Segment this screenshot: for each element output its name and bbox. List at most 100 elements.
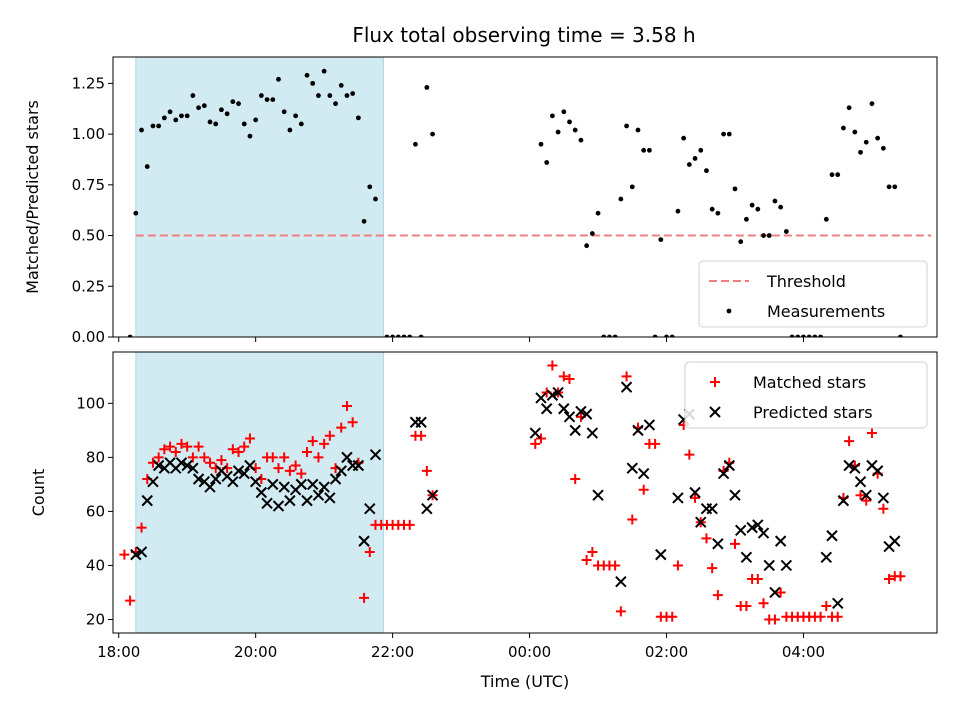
matched-point bbox=[347, 417, 358, 428]
predicted-point bbox=[643, 419, 656, 431]
legend-label: Measurements bbox=[767, 302, 885, 321]
measurement-point bbox=[795, 334, 801, 337]
y-tick-label: 80 bbox=[86, 448, 105, 466]
measurement-point bbox=[772, 198, 778, 204]
predicted-point bbox=[757, 527, 770, 539]
matched-point bbox=[199, 452, 210, 463]
matched-point bbox=[701, 533, 712, 544]
measurement-point bbox=[241, 121, 247, 127]
legend-box bbox=[684, 361, 928, 429]
predicted-point bbox=[324, 492, 336, 504]
matched-point bbox=[119, 549, 130, 560]
observing-span bbox=[135, 56, 384, 338]
predicted-point bbox=[421, 503, 433, 515]
x-tick-label: 18:00 bbox=[97, 643, 140, 661]
x-axis-label: Time (UTC) bbox=[480, 672, 569, 691]
x-tick-label: 22:00 bbox=[371, 643, 414, 661]
measurement-point bbox=[624, 123, 629, 129]
predicted-point bbox=[575, 405, 587, 418]
measurement-point bbox=[778, 204, 784, 210]
measurement-point bbox=[316, 93, 321, 98]
predicted-point bbox=[152, 459, 165, 472]
predicted-point bbox=[877, 492, 890, 504]
matched-point bbox=[690, 492, 701, 503]
legend-label: Matched stars bbox=[753, 373, 866, 392]
measurement-point bbox=[298, 121, 304, 127]
chart-title: Flux total observing time = 3.58 h bbox=[352, 23, 695, 47]
measurement-point bbox=[898, 334, 903, 337]
measurement-point bbox=[749, 202, 755, 208]
measurement-point bbox=[224, 111, 230, 117]
matched-point bbox=[672, 560, 683, 571]
predicted-point bbox=[740, 551, 753, 564]
measurement-point bbox=[646, 147, 652, 153]
measurement-point bbox=[304, 72, 310, 78]
matched-point bbox=[587, 546, 598, 557]
matched-point bbox=[758, 598, 769, 609]
measurement-point bbox=[789, 334, 795, 337]
matched-point bbox=[878, 503, 889, 514]
measurement-point bbox=[886, 184, 892, 190]
y-axis-label: Count bbox=[29, 469, 48, 517]
predicted-point bbox=[232, 465, 245, 477]
measurement-point bbox=[829, 172, 835, 178]
predicted-point bbox=[329, 473, 342, 485]
predicted-point bbox=[249, 475, 262, 488]
matched-point bbox=[844, 436, 855, 447]
matched-point bbox=[638, 484, 649, 495]
predicted-point bbox=[546, 389, 559, 401]
measurement-point bbox=[207, 119, 213, 125]
measurement-point bbox=[384, 334, 390, 337]
matched-point bbox=[769, 614, 780, 625]
measurement-point bbox=[270, 97, 276, 103]
predicted-point bbox=[569, 424, 581, 437]
predicted-point bbox=[295, 478, 308, 491]
predicted-point bbox=[312, 489, 325, 501]
predicted-point bbox=[837, 494, 850, 507]
y-tick-label: 0.75 bbox=[72, 176, 105, 194]
matched-point bbox=[775, 587, 786, 598]
predicted-point bbox=[341, 451, 353, 464]
predicted-point bbox=[592, 489, 604, 501]
measurement-point bbox=[407, 334, 413, 337]
measurement-point bbox=[852, 129, 858, 135]
measurement-point bbox=[835, 172, 841, 178]
predicted-point bbox=[307, 478, 319, 491]
matched-point bbox=[165, 441, 176, 452]
predicted-point bbox=[871, 465, 884, 477]
legend-box bbox=[698, 260, 928, 328]
legend: Threshold Measurements bbox=[698, 260, 928, 328]
predicted-point bbox=[130, 548, 142, 561]
measurement-point bbox=[190, 93, 196, 98]
matched-point bbox=[302, 446, 313, 457]
matched-point bbox=[712, 590, 723, 601]
matched-point bbox=[182, 441, 193, 452]
predicted-point bbox=[729, 489, 741, 501]
predicted-point bbox=[261, 497, 273, 510]
measurement-point bbox=[681, 135, 687, 141]
measurement-point bbox=[310, 80, 316, 86]
matched-point bbox=[684, 449, 695, 460]
matched-point bbox=[176, 438, 187, 449]
series-measurements bbox=[127, 68, 903, 337]
measurement-point bbox=[601, 334, 607, 337]
predicted-point bbox=[352, 459, 365, 472]
measurement-point bbox=[424, 85, 430, 90]
ratio-panel: 0.00 0.25 0.50 0.75 1.00 1.25 Matched/Predicte… bbox=[23, 56, 938, 346]
measurement-point bbox=[561, 109, 567, 115]
matched-point bbox=[170, 446, 181, 457]
predicted-point bbox=[318, 481, 330, 493]
measurement-point bbox=[287, 127, 293, 133]
measurement-point bbox=[658, 237, 664, 243]
matched-point bbox=[530, 438, 541, 449]
legend-predicted-swatch bbox=[709, 406, 721, 418]
legend-measure-swatch bbox=[726, 308, 732, 314]
matched-point bbox=[752, 573, 763, 584]
matched-point bbox=[307, 436, 318, 447]
measurement-point bbox=[783, 229, 789, 234]
measurement-point bbox=[629, 184, 635, 190]
predicted-point bbox=[255, 486, 268, 499]
measurement-point bbox=[641, 147, 647, 153]
predicted-point bbox=[563, 411, 576, 423]
predicted-point bbox=[426, 489, 439, 501]
